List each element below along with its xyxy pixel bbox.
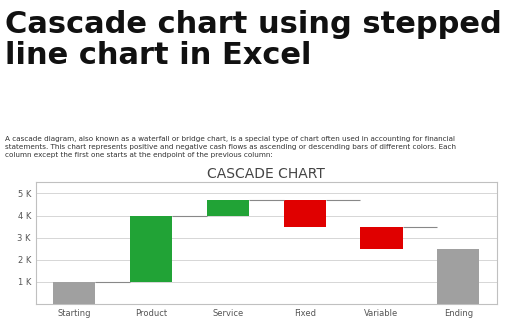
Bar [130, 216, 172, 282]
Bar [284, 200, 326, 227]
Bar [360, 227, 402, 249]
Bar [53, 282, 95, 304]
Title: CASCADE CHART: CASCADE CHART [207, 167, 325, 181]
Text: A cascade diagram, also known as a waterfall or bridge chart, is a special type : A cascade diagram, also known as a water… [5, 136, 456, 158]
Bar [207, 200, 249, 216]
Text: Cascade chart using stepped
line chart in Excel: Cascade chart using stepped line chart i… [5, 10, 502, 70]
Bar [437, 249, 479, 304]
